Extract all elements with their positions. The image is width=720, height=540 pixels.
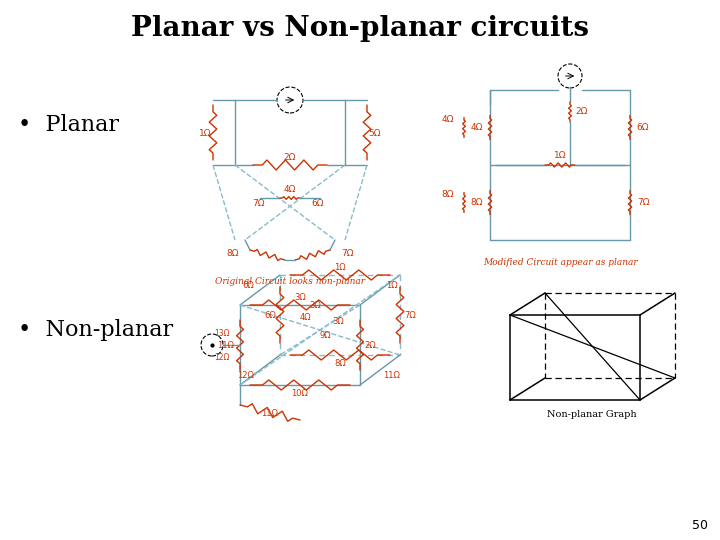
Text: 13Ω: 13Ω [215, 328, 230, 338]
Text: Planar vs Non-planar circuits: Planar vs Non-planar circuits [131, 15, 589, 42]
Text: 11Ω: 11Ω [261, 408, 279, 417]
Text: 8Ω: 8Ω [227, 248, 239, 258]
Text: 3Ω: 3Ω [332, 318, 344, 327]
Text: 1Ω: 1Ω [199, 129, 211, 138]
Text: 8Ω: 8Ω [442, 190, 454, 199]
Text: 11Ω: 11Ω [217, 341, 235, 349]
Text: 10Ω: 10Ω [292, 388, 308, 397]
Text: 3Ω: 3Ω [309, 300, 321, 309]
Text: 2Ω: 2Ω [576, 107, 588, 117]
Text: 1Ω: 1Ω [386, 280, 398, 289]
Text: 6Ω: 6Ω [242, 280, 254, 289]
Text: 4Ω: 4Ω [300, 314, 311, 322]
Text: 3Ω: 3Ω [294, 293, 306, 301]
Text: 8Ω: 8Ω [471, 198, 483, 207]
Text: 7Ω: 7Ω [252, 199, 264, 207]
Text: 1Ω: 1Ω [334, 262, 346, 272]
Text: 11Ω: 11Ω [384, 370, 400, 380]
Text: •  Planar: • Planar [18, 114, 119, 136]
Text: Non-planar Graph: Non-planar Graph [547, 410, 636, 419]
Text: 6Ω: 6Ω [312, 199, 324, 207]
Text: 12Ω: 12Ω [238, 370, 254, 380]
Text: 1Ω: 1Ω [554, 152, 566, 160]
Text: 2Ω: 2Ω [284, 152, 296, 161]
Text: Original Circuit looks non-planar: Original Circuit looks non-planar [215, 277, 365, 286]
Text: 9Ω: 9Ω [319, 330, 330, 340]
Text: 4Ω: 4Ω [442, 115, 454, 124]
Text: Modified Circuit appear as planar: Modified Circuit appear as planar [482, 258, 637, 267]
Text: 7Ω: 7Ω [404, 310, 416, 320]
Text: 5Ω: 5Ω [369, 129, 382, 138]
Text: 6Ω: 6Ω [636, 123, 649, 132]
Text: 4Ω: 4Ω [471, 123, 483, 132]
Text: •  Non-planar: • Non-planar [18, 319, 173, 341]
Text: 12Ω: 12Ω [215, 353, 230, 361]
Text: 2Ω: 2Ω [364, 341, 376, 349]
Text: 4Ω: 4Ω [284, 186, 296, 194]
Text: 8Ω: 8Ω [334, 359, 346, 368]
Text: 7Ω: 7Ω [341, 248, 354, 258]
Text: 50: 50 [692, 519, 708, 532]
Text: 6Ω: 6Ω [264, 310, 276, 320]
Text: 7Ω: 7Ω [636, 198, 649, 207]
